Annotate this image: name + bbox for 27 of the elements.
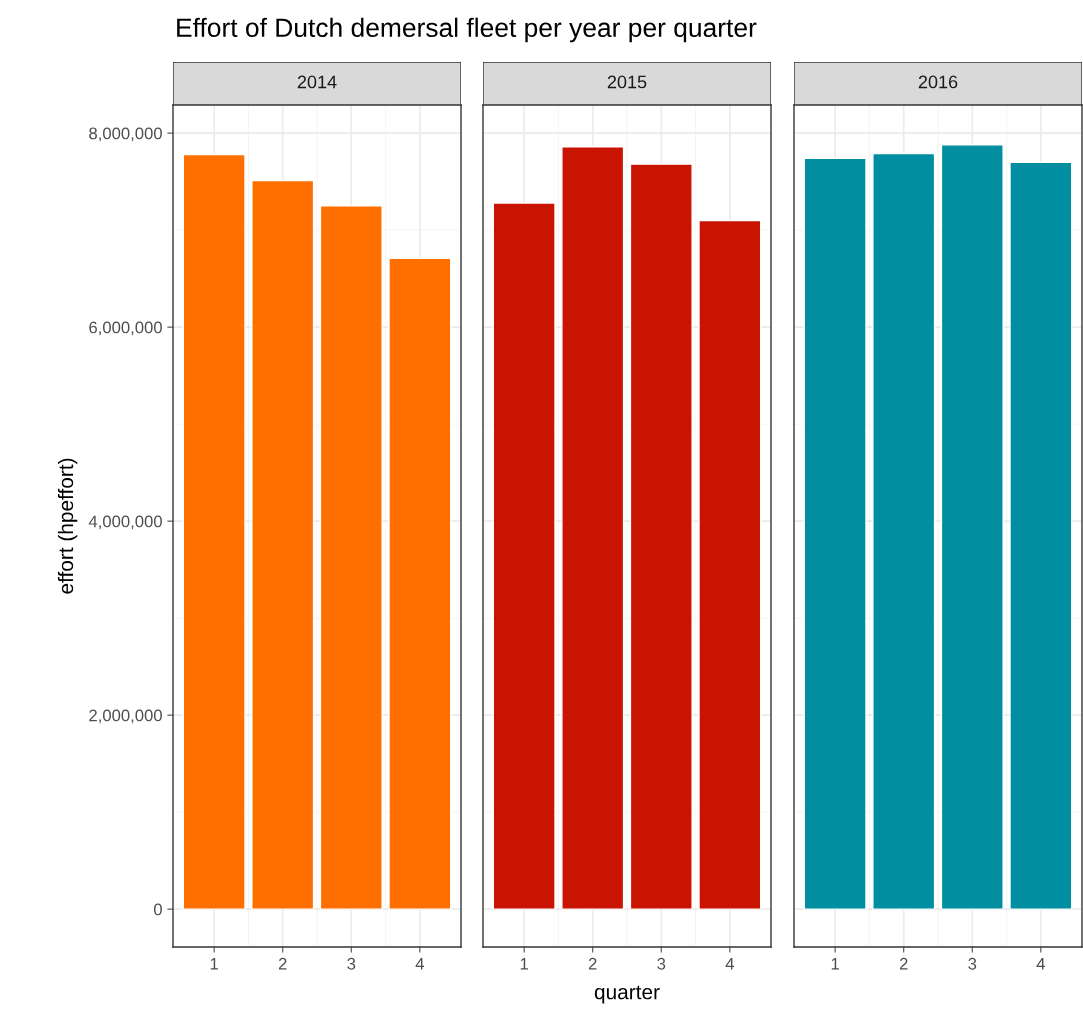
x-tick-label: 1: [210, 958, 218, 970]
bar: [251, 179, 315, 910]
x-tick-label: 4: [1036, 958, 1045, 970]
y-tick-label: 8,000,000: [89, 127, 162, 142]
y-tick-label: 0: [153, 903, 162, 916]
x-tick-label: 1: [831, 958, 839, 970]
bar: [319, 205, 383, 910]
chart-subtitle: 2016: [918, 75, 958, 89]
y-tick-label: 2,000,000: [89, 709, 162, 724]
x-axis-title: quarter: [594, 985, 660, 1004]
x-tick-label: 3: [347, 957, 356, 970]
chart-subtitle: 2014: [297, 75, 337, 89]
x-tick-label: 4: [725, 958, 734, 970]
y-tick-label: 4,000,000: [88, 515, 162, 530]
y-axis-title: effort (hpeffort): [57, 458, 78, 594]
x-tick-label: 3: [657, 957, 666, 970]
y-tick-label: 6,000,000: [89, 321, 162, 336]
x-tick-label: 2: [899, 957, 908, 970]
x-tick-label: 1: [520, 958, 528, 970]
chart-title: Effort of Dutch demersal fleet per year per quarter: [177, 17, 757, 43]
chart-subtitle: 2015: [607, 75, 647, 89]
x-tick-label: 3: [968, 957, 977, 970]
bar: [388, 257, 452, 910]
bar: [182, 153, 246, 910]
x-tick-label: 2: [278, 957, 287, 970]
x-tick-label: 2: [588, 957, 597, 970]
x-tick-label: 4: [415, 958, 424, 970]
